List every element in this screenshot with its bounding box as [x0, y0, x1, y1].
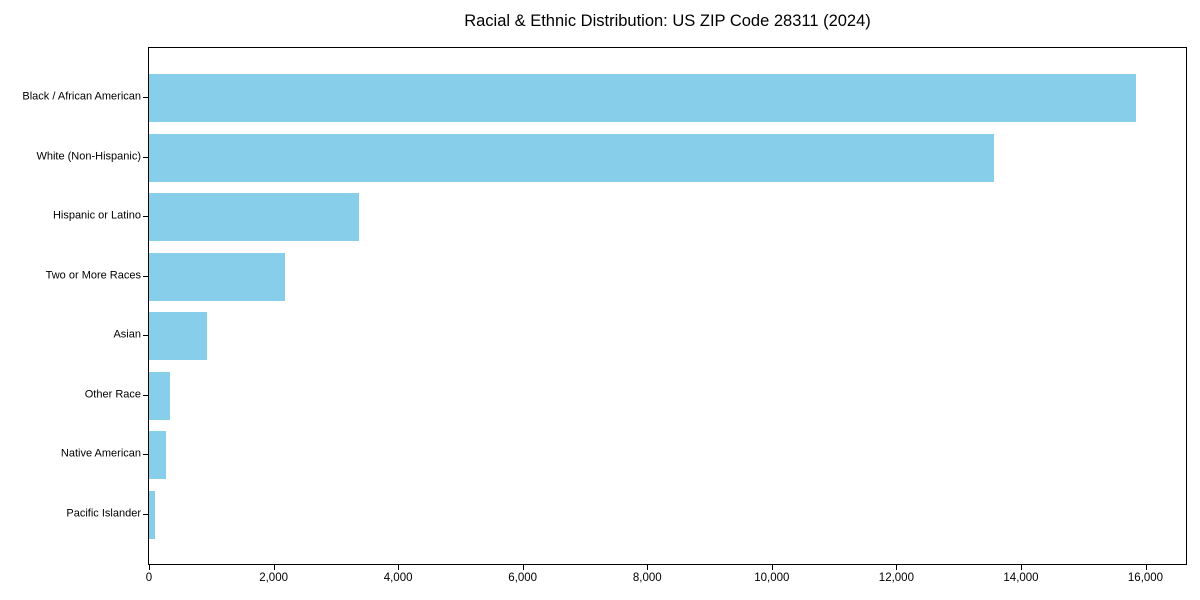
bar	[149, 490, 155, 539]
bar	[149, 252, 286, 301]
bar	[149, 193, 359, 242]
x-axis-tick	[522, 565, 524, 570]
y-axis-tick-label: Black / African American	[22, 90, 141, 103]
y-axis-tick-label: Pacific Islander	[66, 507, 141, 520]
x-axis-tick-label: 6,000	[508, 572, 538, 584]
y-axis-tick-label: Two or More Races	[45, 269, 141, 282]
x-axis-tick	[771, 565, 773, 570]
bar	[149, 431, 167, 480]
bar	[149, 371, 170, 420]
y-axis-tick-label: White (Non-Hispanic)	[36, 150, 141, 163]
x-axis-tick-label: 4,000	[383, 572, 413, 584]
plot-area	[148, 47, 1187, 565]
bar	[149, 74, 1137, 122]
x-axis-tick	[273, 565, 275, 570]
x-axis-tick	[647, 565, 649, 570]
x-axis-tick-label: 10,000	[754, 572, 790, 584]
x-axis-tick	[1021, 565, 1022, 570]
x-axis-tick-label: 14,000	[1003, 572, 1039, 584]
chart-title: Racial & Ethnic Distribution: US ZIP Cod…	[464, 12, 871, 30]
x-axis-tick-label: 12,000	[878, 572, 914, 584]
x-axis-tick	[149, 565, 150, 570]
x-axis-tick	[896, 565, 898, 570]
x-axis-tick	[398, 565, 400, 570]
y-axis-tick-label: Hispanic or Latino	[52, 209, 141, 222]
x-axis-tick-label: 16,000	[1127, 572, 1164, 584]
y-axis-tick-label: Other Race	[84, 388, 141, 401]
y-axis-tick	[143, 216, 148, 218]
y-axis-tick	[143, 335, 148, 337]
x-axis-tick	[1145, 565, 1147, 570]
x-axis-tick-label: 8,000	[632, 572, 662, 584]
y-axis-tick	[143, 513, 148, 515]
y-axis-tick	[143, 275, 148, 277]
x-axis-tick-label: 0	[145, 572, 153, 584]
y-axis-tick-label: Native American	[60, 447, 141, 460]
x-axis-tick-label: 2,000	[259, 572, 288, 584]
y-axis-tick-label: Asian	[113, 328, 141, 341]
bar	[149, 133, 994, 182]
y-axis-tick	[143, 394, 148, 396]
bar	[149, 312, 207, 361]
y-axis-tick	[143, 156, 148, 158]
y-axis-tick	[143, 97, 148, 98]
y-axis-tick	[143, 454, 148, 456]
